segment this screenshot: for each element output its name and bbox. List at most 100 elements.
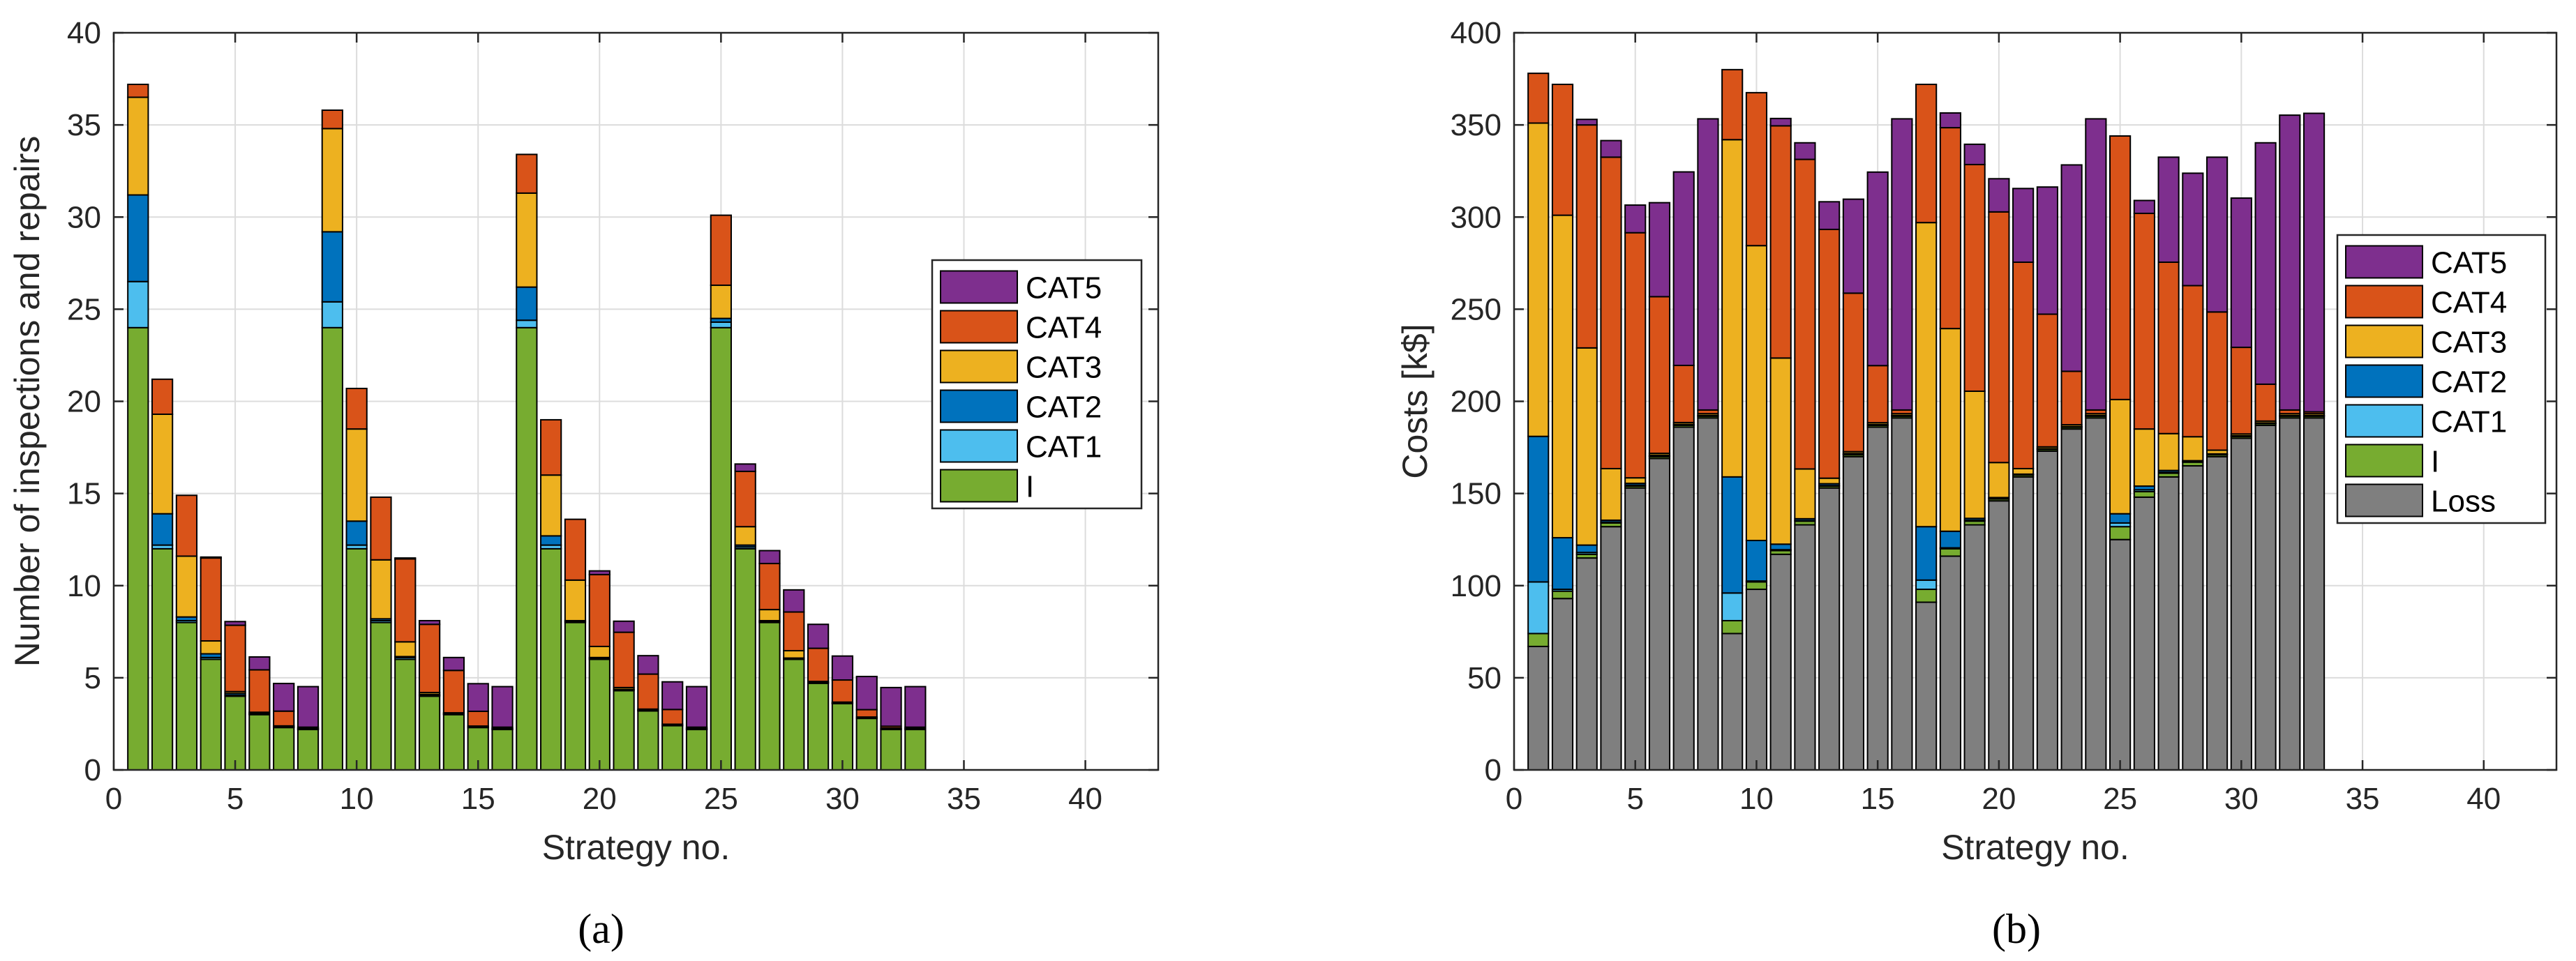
- b-bar-8-cat5: [1697, 118, 1719, 411]
- b-bar-2-cat4: [1551, 83, 1574, 216]
- b-bar-11-cat5: [1769, 117, 1792, 127]
- a-ytick-label: 5: [84, 661, 101, 695]
- a-bar-4-i: [200, 658, 222, 771]
- b-panel-label: (b): [1992, 906, 2041, 952]
- b-legend-swatch-cat1: [2345, 404, 2423, 438]
- b-bar-9-cat3: [1721, 139, 1744, 478]
- a-bar-19-cat3: [564, 579, 587, 621]
- b-bar-9-i: [1721, 619, 1744, 635]
- a-bar-33-i: [904, 728, 927, 771]
- chart-a: 0 5 10 15 20 25 30 35 40 0 5 10 15 20 25 30 35 40 Strategy…: [8, 16, 1160, 952]
- b-legend-label-loss: Loss: [2431, 485, 2496, 519]
- b-bar-17-cat1: [1915, 579, 1938, 591]
- a-legend-label-cat3: CAT3: [1026, 351, 1102, 385]
- b-bar-12-cat3: [1794, 468, 1816, 520]
- a-legend-swatch-cat1: [940, 429, 1018, 463]
- b-legend-swatch-cat3: [2345, 324, 2423, 358]
- b-xtick-label: 40: [2466, 782, 2501, 816]
- a-bar-14-cat4: [442, 669, 465, 714]
- b-bar-33-cat5: [2302, 112, 2326, 413]
- b-bar-9-cat1: [1721, 592, 1744, 621]
- b-xtick-label: 10: [1739, 782, 1774, 816]
- a-bar-9-cat2: [321, 231, 343, 303]
- b-bar-9-cat2: [1721, 476, 1744, 594]
- a-bar-29-cat5: [807, 623, 830, 649]
- b-ytick-label: 300: [1451, 200, 1502, 234]
- a-xtick-label: 20: [583, 782, 617, 816]
- a-bar-30-cat5: [831, 655, 854, 681]
- b-bar-15-cat4: [1866, 365, 1889, 424]
- a-bar-4-cat4: [200, 557, 222, 642]
- a-bar-32-i: [880, 728, 902, 771]
- b-bar-31-loss: [2254, 424, 2277, 771]
- a-ylabel: Number of inspections and repairs: [8, 136, 47, 667]
- b-bar-12-loss: [1794, 524, 1816, 771]
- a-bar-31-i: [855, 718, 878, 771]
- a-bar-9-cat1: [321, 301, 343, 328]
- b-bar-28-cat4: [2182, 285, 2204, 438]
- b-bar-21-cat4: [2012, 261, 2035, 469]
- b-xtick-label: 30: [2224, 782, 2259, 816]
- a-xtick-label: 25: [704, 782, 738, 816]
- b-bar-30-cat5: [2230, 197, 2252, 349]
- a-xtick-label: 0: [105, 782, 122, 816]
- b-bar-14-cat4: [1842, 292, 1865, 453]
- b-bar-23-cat4: [2060, 370, 2083, 426]
- b-bar-19-cat3: [1963, 390, 1986, 520]
- a-bar-31-cat5: [855, 676, 878, 711]
- a-bar-29-cat4: [807, 647, 830, 683]
- a-xtick-label: 35: [947, 782, 981, 816]
- b-bar-20-loss: [1988, 500, 2010, 771]
- a-bar-27-cat3: [758, 609, 781, 621]
- b-xtick-label: 20: [1982, 782, 2016, 816]
- b-bar-6-cat5: [1648, 202, 1671, 298]
- b-bar-9-loss: [1721, 633, 1744, 771]
- a-ytick-label: 25: [67, 292, 101, 326]
- b-ytick-label: 50: [1467, 661, 1502, 695]
- b-bar-23-loss: [2060, 428, 2083, 771]
- b-bar-31-cat4: [2254, 383, 2277, 422]
- b-xlabel: Strategy no.: [1941, 828, 2129, 867]
- a-bar-26-cat3: [734, 526, 756, 546]
- a-ytick-label: 0: [84, 753, 101, 787]
- a-bar-17-cat1: [516, 319, 538, 328]
- a-bar-13-i: [418, 695, 441, 771]
- b-bar-3-cat5: [1575, 119, 1598, 126]
- a-bar-25-cat1: [710, 321, 732, 328]
- b-ytick-label: 0: [1485, 753, 1502, 787]
- b-bar-16-cat5: [1891, 118, 1913, 411]
- b-bar-24-cat5: [2085, 118, 2107, 411]
- b-bar-20-cat5: [1988, 178, 2010, 213]
- b-ytick-label: 100: [1451, 569, 1502, 603]
- a-legend-swatch-cat3: [940, 349, 1018, 384]
- b-bar-1-cat1: [1527, 581, 1550, 635]
- b-legend-swatch-cat5: [2345, 245, 2423, 279]
- b-bar-13-cat3: [1818, 477, 1841, 485]
- a-xlabel: Strategy no.: [542, 828, 731, 867]
- a-bar-28-cat5: [783, 589, 805, 613]
- a-bar-7-i: [273, 727, 295, 771]
- a-bar-24-cat5: [685, 686, 708, 728]
- a-bar-19-i: [564, 621, 587, 771]
- b-bar-31-cat5: [2254, 142, 2277, 385]
- a-xtick-label: 5: [227, 782, 244, 816]
- a-legend-label-i: I: [1026, 470, 1034, 504]
- b-bar-8-loss: [1697, 417, 1719, 771]
- a-bar-14-cat5: [442, 656, 465, 672]
- a-bar-1-cat4: [127, 83, 149, 98]
- b-bar-32-cat5: [2279, 114, 2301, 411]
- b-bar-15-loss: [1866, 426, 1889, 771]
- a-bar-12-cat3: [394, 641, 417, 658]
- a-legend-label-cat5: CAT5: [1026, 271, 1102, 305]
- b-bar-18-loss: [1939, 555, 1961, 771]
- b-bar-1-cat4: [1527, 73, 1550, 124]
- a-bar-22-cat5: [637, 655, 659, 675]
- a-bar-5-i: [224, 695, 246, 771]
- b-bar-13-loss: [1818, 487, 1841, 771]
- a-bar-23-cat5: [661, 681, 684, 711]
- b-legend-label-cat1: CAT1: [2431, 405, 2507, 439]
- a-bar-1-i: [127, 326, 149, 771]
- b-bar-1-loss: [1527, 645, 1550, 771]
- b-bar-26-i: [2133, 490, 2155, 498]
- a-bar-20-cat5: [588, 570, 611, 575]
